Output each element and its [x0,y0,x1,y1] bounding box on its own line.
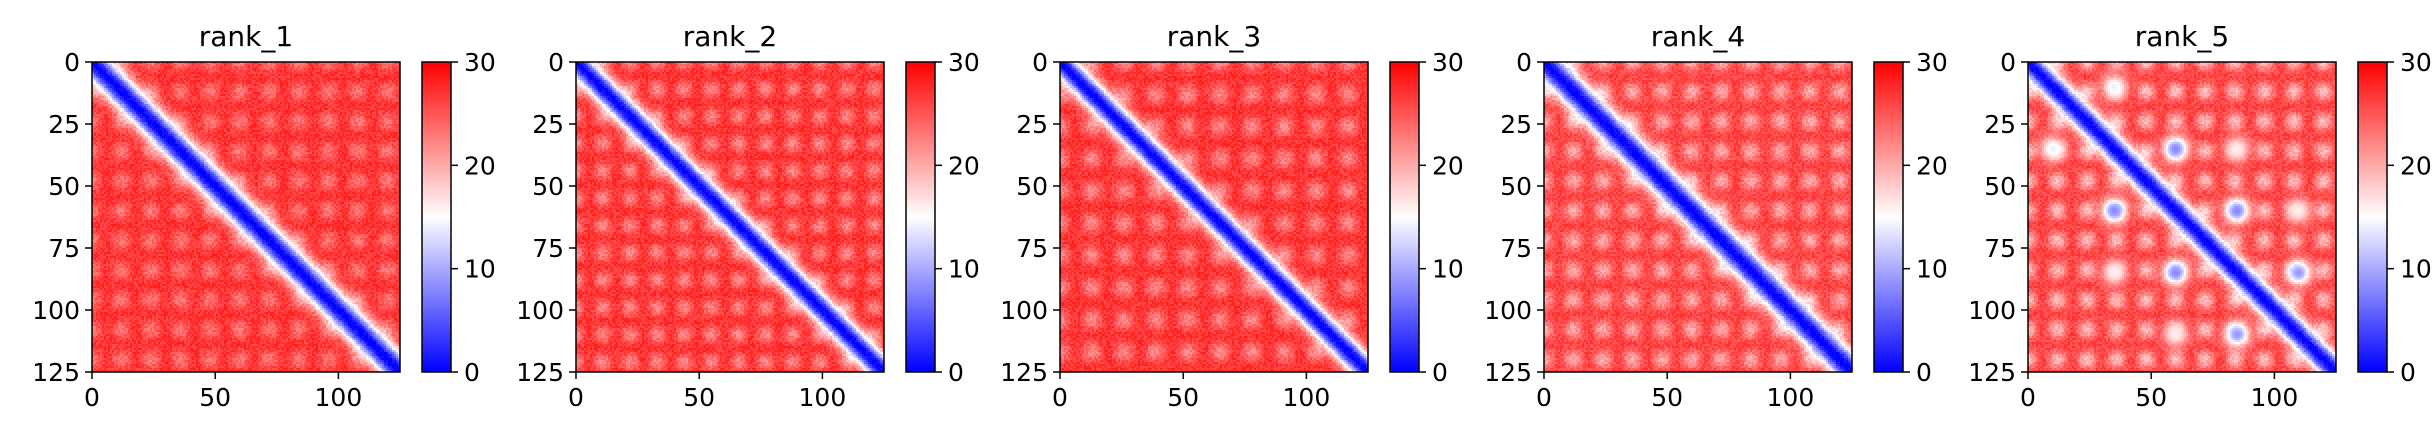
y-tick-label: 125 [1968,358,2016,387]
y-tick-label: 0 [1032,48,1048,77]
heatmap-image [92,62,400,372]
y-tick-label: 75 [1016,234,1048,263]
plot-frame [575,61,885,373]
y-tick-label: 50 [48,172,80,201]
colorbar-tick-label: 20 [2400,151,2432,180]
y-tick-label: 100 [1968,296,2016,325]
y-tick-label: 50 [532,172,564,201]
y-tick-label: 0 [1516,48,1532,77]
colorbar-gradient [1874,62,1903,372]
x-tick-label: 50 [2135,383,2167,412]
y-tick-label: 0 [2000,48,2016,77]
plot-frame [2027,61,2337,373]
colorbar-gradient [422,62,451,372]
plot-frame [1059,61,1369,373]
y-tick-label: 25 [1984,110,2016,139]
y-tick-label: 125 [1000,358,1048,387]
colorbar-tick-label: 10 [2400,255,2432,284]
colorbar-tick-label: 20 [464,151,496,180]
colorbar-tick-label: 30 [464,48,496,77]
x-tick-label: 0 [1052,383,1068,412]
y-tick-label: 50 [1016,172,1048,201]
y-tick-label: 125 [516,358,564,387]
y-tick-label: 100 [516,296,564,325]
colorbar-tick-label: 30 [1432,48,1464,77]
x-tick-label: 100 [315,383,363,412]
colorbar-tick-label: 10 [948,255,980,284]
chart-title: rank_2 [683,20,777,53]
colorbar-frame [1389,61,1420,373]
y-tick-label: 0 [548,48,564,77]
y-tick-label: 50 [1984,172,2016,201]
colorbar-tick-label: 0 [948,358,964,387]
colorbar-frame [905,61,936,373]
y-tick-label: 100 [1000,296,1048,325]
colorbar-tick-label: 0 [1432,358,1448,387]
y-tick-label: 100 [1484,296,1532,325]
y-tick-label: 75 [1500,234,1532,263]
y-tick-label: 25 [48,110,80,139]
x-tick-label: 50 [683,383,715,412]
y-tick-label: 25 [1500,110,1532,139]
colorbar-tick-label: 30 [948,48,980,77]
y-tick-label: 0 [64,48,80,77]
y-tick-label: 75 [532,234,564,263]
colorbar-tick-label: 20 [1916,151,1948,180]
x-tick-label: 100 [1283,383,1331,412]
y-tick-label: 25 [532,110,564,139]
x-tick-label: 50 [199,383,231,412]
y-tick-label: 125 [32,358,80,387]
colorbar-tick-label: 20 [1432,151,1464,180]
colorbar-tick-label: 30 [1916,48,1948,77]
chart-title: rank_3 [1167,20,1261,53]
chart-title: rank_5 [2135,20,2229,53]
x-tick-label: 100 [1767,383,1815,412]
colorbar-tick-label: 0 [464,358,480,387]
y-tick-label: 75 [48,234,80,263]
heatmap-image [1544,62,1852,372]
colorbar-frame [1873,61,1904,373]
x-tick-label: 0 [84,383,100,412]
heatmap-image [2028,62,2336,372]
colorbar-tick-label: 10 [1916,255,1948,284]
y-tick-label: 75 [1984,234,2016,263]
heatmap-image [576,62,884,372]
y-tick-label: 50 [1500,172,1532,201]
x-tick-label: 100 [2251,383,2299,412]
y-tick-label: 100 [32,296,80,325]
x-tick-label: 50 [1651,383,1683,412]
x-tick-label: 100 [799,383,847,412]
x-tick-label: 0 [2020,383,2036,412]
chart-title: rank_4 [1651,20,1745,53]
heatmap-image [1060,62,1368,372]
colorbar-frame [2357,61,2388,373]
x-tick-label: 0 [568,383,584,412]
colorbar-tick-label: 30 [2400,48,2432,77]
colorbar-tick-label: 20 [948,151,980,180]
x-tick-label: 50 [1167,383,1199,412]
plot-frame [1543,61,1853,373]
colorbar-frame [421,61,452,373]
colorbar-tick-label: 0 [1916,358,1932,387]
colorbar-tick-label: 0 [2400,358,2416,387]
colorbar-gradient [906,62,935,372]
x-tick-label: 0 [1536,383,1552,412]
colorbar-tick-label: 10 [1432,255,1464,284]
y-tick-label: 125 [1484,358,1532,387]
chart-title: rank_1 [199,20,293,53]
plot-frame [91,61,401,373]
colorbar-gradient [2358,62,2387,372]
colorbar-tick-label: 10 [464,255,496,284]
y-tick-label: 25 [1016,110,1048,139]
colorbar-gradient [1390,62,1419,372]
